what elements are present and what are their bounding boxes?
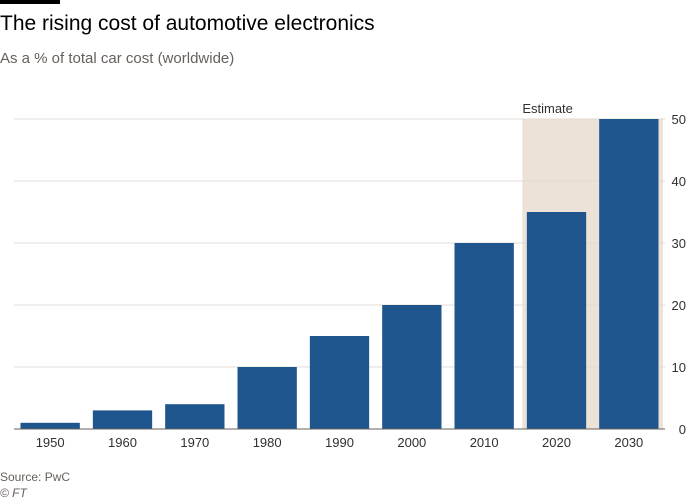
x-tick-label: 2030	[614, 435, 643, 450]
bar-1960	[92, 410, 153, 429]
x-tick-label: 1990	[325, 435, 354, 450]
bar-2030	[599, 119, 659, 429]
x-tick-label: 2000	[397, 435, 426, 450]
bar-1980	[237, 367, 297, 429]
bar-2020	[526, 212, 587, 429]
chart-title: The rising cost of automotive electronic…	[0, 12, 375, 35]
bar-2010	[454, 243, 514, 429]
source-note: Source: PwC	[0, 470, 71, 484]
estimate-label: Estimate	[522, 101, 573, 116]
y-tick-label: 30	[672, 236, 686, 251]
bar-1990	[309, 336, 370, 429]
y-tick-label: 40	[672, 174, 686, 189]
x-tick-label: 2010	[470, 435, 499, 450]
x-tick-label: 1980	[253, 435, 282, 450]
credit-note: © FT	[0, 486, 27, 500]
y-tick-label: 50	[672, 112, 686, 127]
x-tick-label: 1950	[36, 435, 65, 450]
y-tick-label: 0	[679, 422, 686, 437]
bar-2000	[382, 305, 442, 429]
x-tick-label: 2020	[542, 435, 571, 450]
x-tick-label: 1960	[108, 435, 137, 450]
y-tick-label: 10	[672, 360, 686, 375]
bar-1950	[20, 422, 80, 429]
x-tick-label: 1970	[180, 435, 209, 450]
title-rule	[0, 0, 60, 4]
bar-1970	[165, 404, 225, 429]
chart-subtitle: As a % of total car cost (worldwide)	[0, 50, 235, 67]
y-tick-label: 20	[672, 298, 686, 313]
